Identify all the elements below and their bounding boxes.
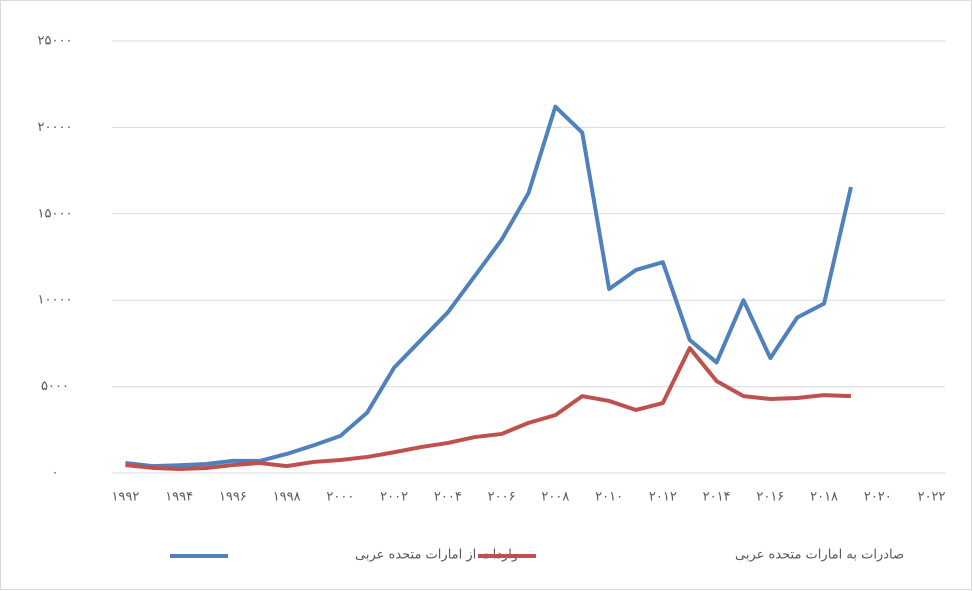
y-tick-label: ۰ — [52, 466, 59, 481]
x-tick-label: ۲۰۱۲ — [649, 490, 677, 505]
x-tick-label: ۲۰۱۰ — [595, 490, 623, 505]
y-tick-label: ۲۰۰۰۰ — [38, 120, 73, 135]
series-line — [125, 346, 852, 472]
y-tick-label: ۵۰۰۰ — [41, 379, 69, 394]
x-tick-label: ۲۰۲۰ — [864, 490, 892, 505]
x-tick-label: ۱۹۹۶ — [219, 490, 247, 505]
x-tick-label: ۱۹۹۸ — [273, 490, 301, 505]
x-tick-label: ۱۹۹۴ — [165, 490, 193, 505]
x-tick-label: ۲۰۰۸ — [541, 490, 569, 505]
x-tick-label: ۲۰۰۰ — [326, 490, 354, 505]
x-tick-label: ۲۰۱۸ — [810, 490, 838, 505]
x-tick-label: ۲۰۲۲ — [918, 490, 946, 505]
x-tick-label: ۱۹۹۲ — [111, 490, 139, 505]
x-tick-label: ۲۰۰۴ — [434, 490, 462, 505]
x-tick-label: ۲۰۰۶ — [488, 490, 516, 505]
y-tick-label: ۲۵۰۰۰ — [38, 34, 73, 49]
x-tick-label: ۲۰۱۴ — [703, 490, 731, 505]
legend-label: واردات از امارات متحده عربی — [355, 548, 518, 563]
y-tick-label: ۱۰۰۰۰ — [38, 293, 73, 308]
x-tick-label: ۲۰۱۶ — [756, 490, 784, 505]
y-tick-label: ۱۵۰۰۰ — [38, 206, 73, 221]
legend-label: صادرات به امارات متحده عربی — [735, 548, 904, 563]
series-line — [125, 104, 853, 469]
x-tick-label: ۲۰۰۲ — [380, 490, 408, 505]
